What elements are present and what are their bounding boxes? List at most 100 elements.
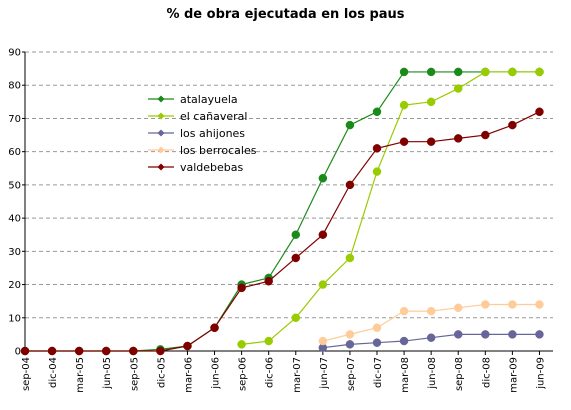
x-tick-label: jun-07	[319, 357, 330, 390]
x-tick-label: mar-09	[508, 357, 519, 393]
data-point	[291, 253, 301, 263]
data-point	[291, 230, 301, 239]
data-point	[399, 67, 409, 77]
data-point	[453, 134, 463, 143]
x-tick-label: sep-08	[454, 357, 465, 391]
data-point	[264, 336, 273, 346]
data-point	[264, 276, 273, 286]
legend-label: el cañaveral	[180, 110, 247, 123]
data-point	[372, 107, 382, 117]
data-point	[156, 346, 165, 356]
data-point	[291, 313, 301, 323]
legend-marker	[157, 129, 165, 137]
data-point	[345, 340, 355, 349]
data-point	[399, 336, 409, 346]
series-line	[241, 71, 540, 345]
data-point	[129, 346, 138, 356]
data-point	[535, 107, 544, 117]
y-tick-label: 30	[8, 247, 21, 258]
x-tick-label: dic-07	[373, 357, 384, 388]
x-tick-label: dic-05	[156, 357, 167, 388]
data-point	[426, 306, 436, 316]
data-point	[47, 346, 57, 356]
x-tick-label: jun-06	[211, 357, 222, 390]
x-tick-label: sep-06	[238, 357, 249, 391]
x-tick-label: dic-04	[48, 357, 59, 388]
y-tick-label: 70	[8, 114, 21, 125]
data-point	[481, 330, 490, 339]
data-point	[20, 346, 30, 356]
data-point	[101, 346, 111, 356]
y-tick-label: 10	[8, 313, 21, 324]
y-tick-label: 40	[8, 214, 21, 225]
series-atalayuela	[20, 67, 544, 356]
data-point	[508, 300, 517, 309]
x-tick-label: jun-05	[102, 357, 113, 390]
data-point	[237, 283, 246, 293]
data-point	[74, 346, 84, 356]
legend-label: atalayuela	[180, 93, 238, 106]
legend-label: valdebebas	[180, 161, 244, 174]
series-los-ahijones	[318, 330, 544, 352]
x-tick-label: jun-08	[427, 357, 438, 390]
series-line	[25, 111, 540, 352]
x-tick-label: mar-07	[292, 357, 303, 393]
data-point	[426, 97, 436, 107]
y-tick-label: 0	[15, 347, 21, 358]
data-point	[372, 323, 382, 332]
data-point	[481, 300, 490, 309]
x-tick-label: dic-08	[481, 357, 492, 388]
data-point	[426, 137, 436, 146]
legend-marker	[157, 146, 165, 154]
data-point	[481, 67, 490, 77]
data-point	[535, 330, 544, 339]
data-point	[318, 173, 328, 183]
data-point	[345, 120, 355, 130]
series-line	[25, 71, 540, 352]
data-point	[399, 100, 409, 110]
series-el-cañaveral	[237, 67, 544, 349]
x-tick-label: sep-04	[21, 357, 32, 391]
y-tick-label: 50	[8, 180, 21, 191]
x-tick-label: sep-05	[129, 357, 140, 391]
data-point	[535, 67, 544, 77]
y-tick-label: 90	[8, 48, 21, 59]
data-point	[453, 303, 463, 313]
legend-marker	[157, 112, 165, 120]
data-point	[345, 330, 355, 339]
data-point	[345, 253, 355, 263]
data-point	[345, 180, 355, 190]
data-point	[399, 137, 409, 146]
data-point	[210, 323, 219, 332]
data-point	[508, 67, 517, 77]
data-point	[481, 130, 490, 140]
data-point	[372, 167, 382, 176]
x-tick-label: jun-09	[535, 357, 546, 390]
legend-label: los berrocales	[180, 144, 257, 157]
x-tick-label: sep-07	[346, 357, 357, 391]
data-point	[535, 300, 544, 309]
data-point	[318, 280, 328, 289]
x-tick-label: mar-05	[75, 357, 86, 393]
data-point	[453, 67, 463, 77]
data-point	[237, 340, 246, 349]
data-point	[426, 333, 436, 342]
data-point	[183, 341, 192, 351]
legend-marker	[157, 163, 165, 171]
data-point	[318, 230, 328, 239]
x-tick-label: mar-08	[400, 357, 411, 393]
data-point	[318, 336, 328, 346]
series-valdebebas	[20, 107, 544, 356]
data-point	[508, 330, 517, 339]
x-tick-label: dic-06	[265, 357, 276, 388]
data-point	[453, 330, 463, 339]
data-point	[453, 84, 463, 93]
data-point	[372, 144, 382, 153]
y-tick-label: 80	[8, 81, 21, 92]
legend-marker	[157, 95, 165, 103]
legend-label: los ahijones	[180, 127, 245, 140]
y-tick-label: 60	[8, 147, 21, 158]
data-point	[372, 338, 382, 347]
